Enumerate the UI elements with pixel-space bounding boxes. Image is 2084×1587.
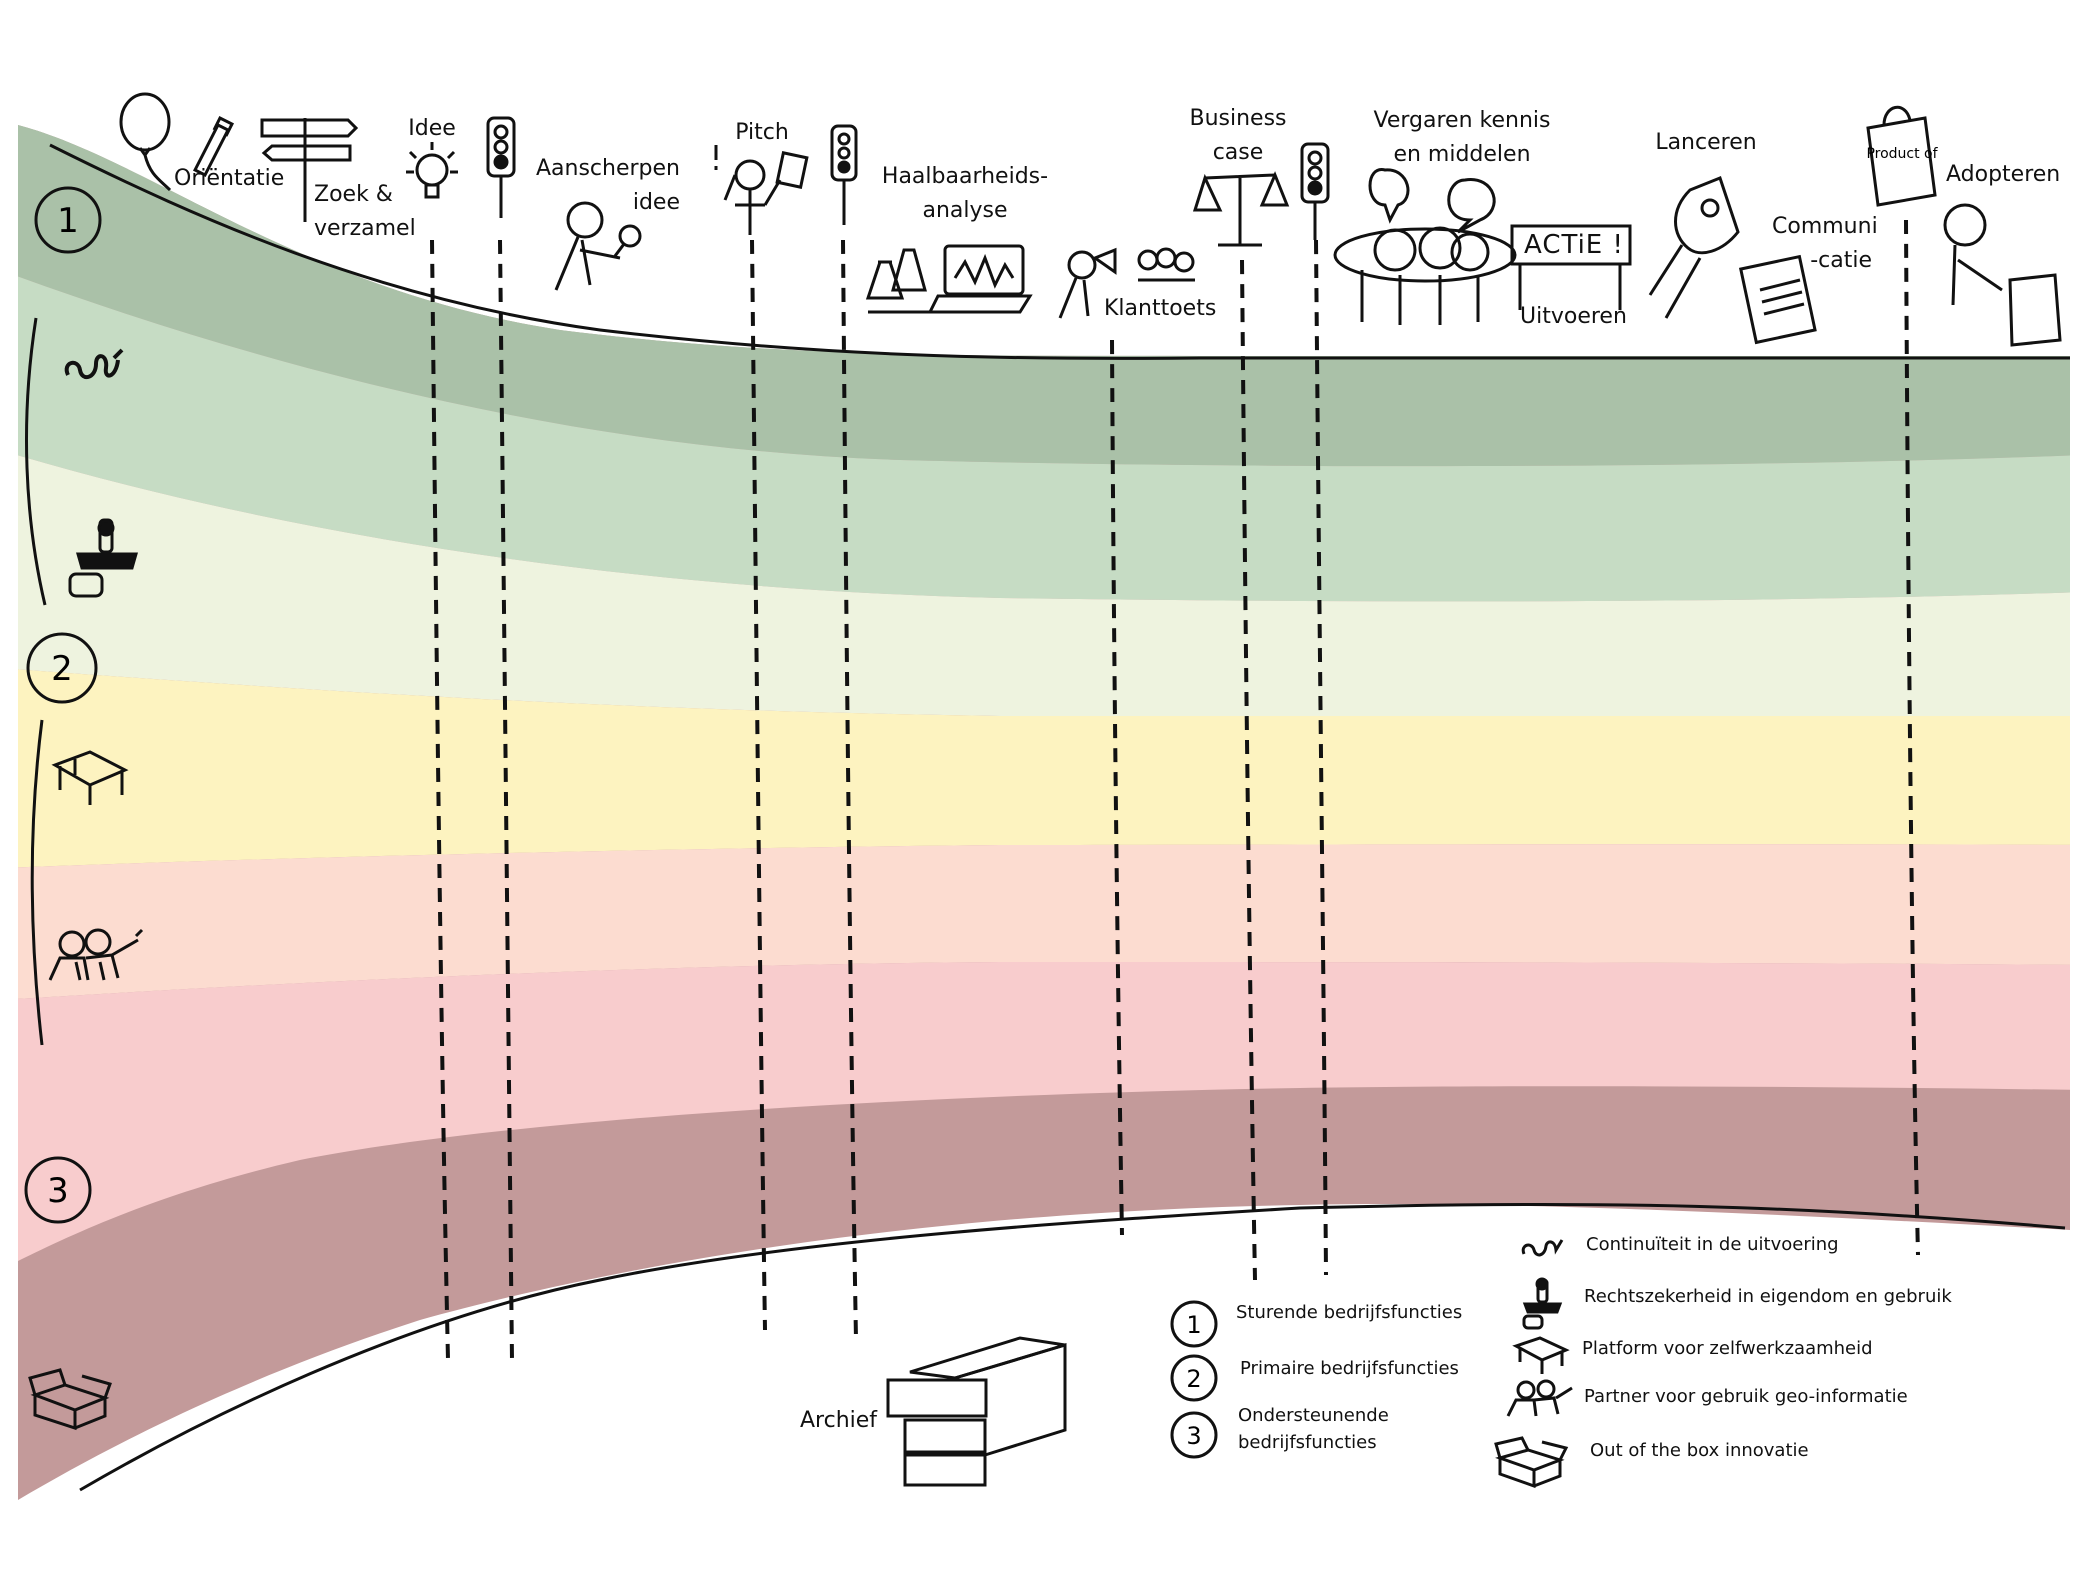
dashed-line-pitch — [750, 239, 767, 1331]
legend-box-icon — [1494, 1436, 1569, 1489]
legend-partners-label: Partner voor gebruik geo-informatie — [1584, 1386, 1908, 1407]
top-boundary-line — [49, 143, 2070, 360]
stamp-icon — [68, 518, 138, 598]
stage-label-idee: Idee — [408, 116, 456, 141]
product-bag-icon — [1866, 106, 1937, 207]
stage-label-lanceren: Lanceren — [1655, 130, 1757, 155]
legend-level-3-circle — [1170, 1411, 1218, 1459]
legend-stamp-label: Rechtszekerheid in eigendom en gebruik — [1584, 1286, 1952, 1307]
stage-label-haalbaarheid: Haalbaarheids-analyse — [881, 164, 1049, 223]
legend-level-3-label: Ondersteunende bedrijfsfuncties — [1238, 1405, 1389, 1453]
legend-continuity-icon — [1521, 1239, 1564, 1257]
dashed-line-business — [1240, 259, 1257, 1281]
action-sign-icon — [1510, 224, 1632, 310]
stage-label-communicatie: Communi -catie — [1772, 214, 1878, 273]
band-primair-peach — [18, 844, 2070, 1000]
person-magnifier-icon — [554, 201, 642, 291]
signpost-icon — [260, 118, 359, 222]
rocket-icon — [1648, 176, 1740, 319]
band-number-3-text: 3 — [47, 1171, 69, 1211]
legend-level-2-label: Primaire bedrijfsfuncties — [1240, 1358, 1459, 1379]
adopter-person-icon — [1943, 203, 2062, 347]
computer-icon — [927, 244, 1033, 314]
legend-partners-icon — [1506, 1379, 1573, 1417]
dashed-line-gate-3 — [1314, 239, 1328, 1276]
partners-icon — [48, 928, 144, 981]
legend-level-1-circle — [1170, 1300, 1218, 1348]
archive-cabinet-icon — [886, 1336, 1067, 1487]
stage-label-adopteren: Adopteren — [1946, 162, 2061, 187]
band-primair-yellow — [18, 668, 2070, 868]
continuity-squiggle-icon — [64, 348, 124, 380]
telescope-icon — [192, 115, 235, 178]
band-number-2 — [26, 632, 98, 704]
lightbulb-icon — [406, 142, 458, 199]
legend-level-1-label: Sturende bedrijfsfuncties — [1236, 1302, 1463, 1323]
stage-dashed-lines — [430, 219, 1920, 1361]
stage-label-klanttoets: Klanttoets — [1104, 296, 1217, 321]
traffic-light-icon-1 — [486, 116, 516, 218]
legend-continuity-label: Continuïteit in de uitvoering — [1586, 1234, 1839, 1255]
stage-label-aanscherpen: Aanscherpen idee — [536, 156, 680, 215]
stage-label-uitvoeren: Uitvoeren — [1520, 304, 1627, 329]
legend-platform-label: Platform voor zelfwerkzaamheid — [1582, 1338, 1873, 1359]
stage-label-vergaren: Vergaren kennis en middelen — [1373, 108, 1551, 167]
open-box-icon — [28, 1368, 112, 1431]
product-bag-text: Product of — [1866, 146, 1938, 162]
legend-level-1-number: 1 — [1186, 1311, 1201, 1339]
legend-level-2-number: 2 — [1186, 1365, 1201, 1393]
band-number-1 — [34, 186, 102, 254]
archive-label: Archief — [800, 1408, 878, 1433]
band-number-2-text: 2 — [51, 649, 73, 689]
band-primair-pale — [18, 450, 2070, 717]
scales-icon — [1192, 171, 1290, 247]
dashed-line-gate-1 — [498, 239, 514, 1361]
band-number-3 — [24, 1156, 92, 1224]
band-number-1-text: 1 — [57, 201, 79, 241]
megaphone-crowd-icon — [1058, 247, 1195, 319]
platform-table-icon — [51, 750, 129, 805]
balloon-icon — [119, 92, 172, 192]
lab-flasks-icon — [865, 248, 940, 314]
stage-label-business: Business case — [1189, 106, 1287, 165]
stage-label-pitch: Pitch — [735, 120, 789, 145]
legend-level-3-number: 3 — [1186, 1422, 1201, 1450]
legend-stamp-icon — [1522, 1277, 1563, 1330]
stage-label-orientatie: Oriëntatie — [174, 166, 285, 191]
presenter-icon — [714, 145, 809, 235]
traffic-light-icon-3 — [1300, 142, 1330, 240]
legend-level-2-circle — [1170, 1354, 1218, 1402]
stage-label-zoek: Zoek & verzamel — [314, 182, 416, 241]
bottom-boundary-line — [79, 1202, 2066, 1492]
bracket-sturend — [25, 317, 47, 606]
bracket-primair — [30, 719, 44, 1046]
meeting-group-icon — [1333, 168, 1517, 325]
dashed-line-gate-2 — [841, 239, 858, 1341]
dashed-line-klanttoets — [1110, 339, 1124, 1236]
band-ondersteunend-pink — [18, 962, 2070, 1270]
band-sturend-light — [18, 270, 2070, 602]
dashed-line-adopteren — [1904, 219, 1920, 1256]
traffic-light-icon-2 — [830, 124, 858, 225]
action-sign-text: ACTiE ! — [1524, 230, 1624, 260]
document-icon — [1738, 254, 1817, 345]
legend-platform-icon — [1512, 1336, 1570, 1374]
dashed-line-idee — [430, 239, 450, 1361]
legend-box-label: Out of the box innovatie — [1590, 1440, 1809, 1461]
